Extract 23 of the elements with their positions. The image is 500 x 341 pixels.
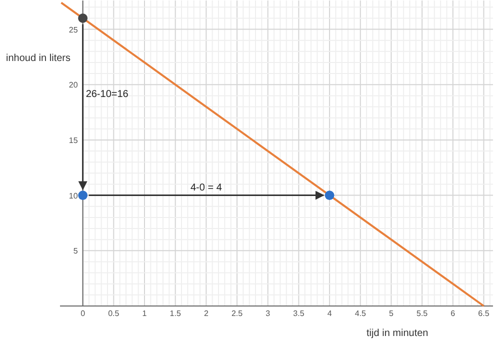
x-tick-label: 5.5 (416, 309, 428, 318)
y-tick-label: 20 (68, 80, 78, 90)
y-tick-label: 15 (68, 136, 78, 145)
x-tick-label: 0.5 (108, 309, 120, 318)
x-tick-label: 2 (204, 309, 209, 318)
y-tick-label: 5 (73, 246, 78, 256)
annotation: 26-10=16 (86, 88, 129, 100)
x-tick-label: 4 (327, 309, 332, 318)
x-tick-label: 6 (450, 309, 456, 318)
y-tick-label: 10 (68, 191, 78, 200)
x-tick-label: 4.5 (354, 309, 366, 318)
y-tick-label: 25 (68, 25, 78, 34)
x-tick-label: 3 (266, 309, 271, 318)
annotation: 4-0 = 4 (190, 182, 222, 194)
x-tick-label: 1.5 (170, 309, 182, 318)
x-tick-label: 0 (80, 309, 86, 318)
y-axis-title: inhoud in liters (6, 53, 70, 64)
x-axis-title: tijd in minuten (366, 328, 428, 339)
x-tick-label: 2.5 (231, 309, 244, 318)
x-tick-label: 5 (389, 309, 394, 318)
x-tick-label: 1 (142, 309, 148, 318)
x-tick-label: 3.5 (293, 309, 305, 318)
x-tick-label: 6.5 (478, 309, 490, 318)
